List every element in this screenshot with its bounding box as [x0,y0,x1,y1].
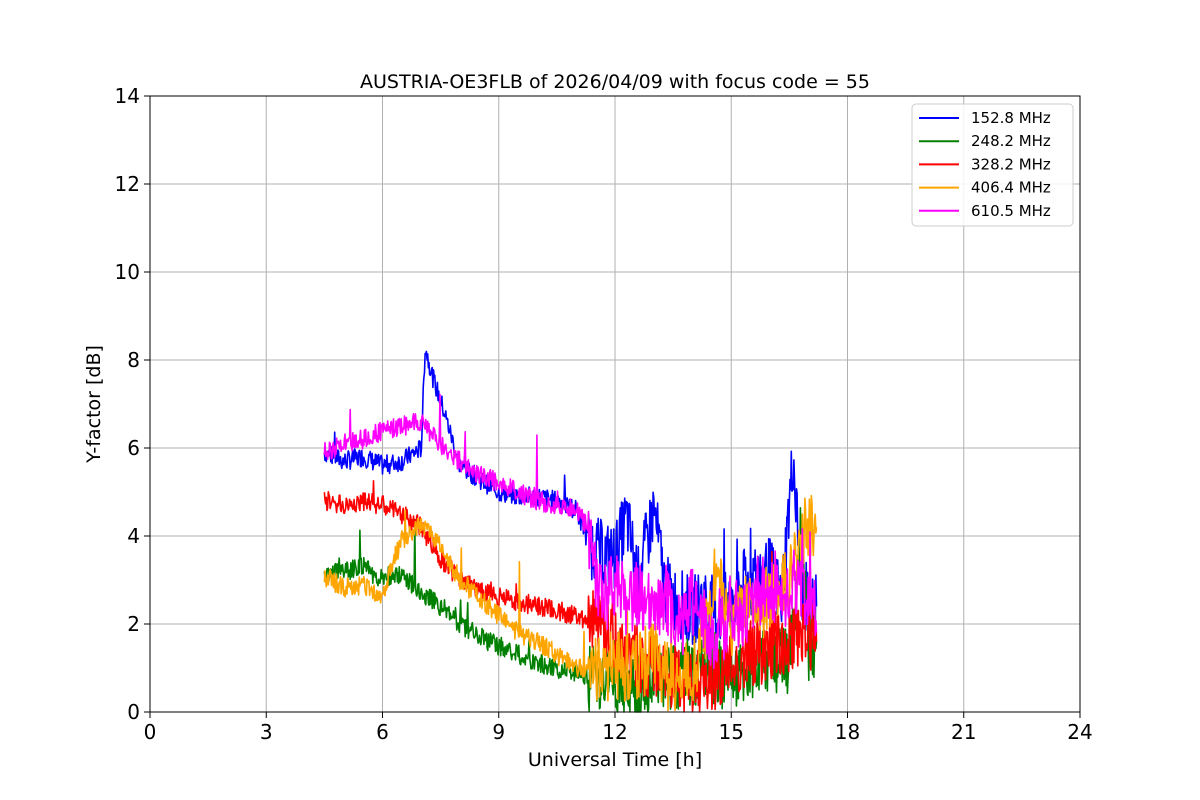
x-tick-label: 9 [492,720,505,744]
x-tick-label: 12 [602,720,627,744]
series-layer [323,350,818,713]
y-axis-label: Y-factor [dB] [83,345,105,464]
legend-entry-label: 328.2 MHz [971,155,1051,173]
x-tick-label: 21 [951,720,976,744]
x-tick-label: 6 [376,720,389,744]
y-tick-label: 2 [127,612,140,636]
series-line-2 [323,479,818,713]
x-tick-label: 0 [144,720,157,744]
legend-entry-label: 152.8 MHz [971,109,1051,127]
x-tick-label: 24 [1067,720,1092,744]
y-tick-label: 8 [127,348,140,372]
y-tick-label: 0 [127,700,140,724]
y-tick-label: 4 [127,524,140,548]
x-tick-label: 18 [835,720,860,744]
chart-title: AUSTRIA-OE3FLB of 2026/04/09 with focus … [360,71,870,93]
legend-entry-label: 406.4 MHz [971,179,1051,197]
y-tick-label: 12 [115,172,140,196]
legend: 152.8 MHz 248.2 MHz 328.2 MHz 406.4 MHz 610.… [911,103,1074,227]
y-tick-label: 10 [115,260,140,284]
series-line-1 [323,506,818,713]
y-tick-label: 14 [115,84,140,108]
x-axis-label: Universal Time [h] [528,749,702,771]
legend-entry-label: 248.2 MHz [971,132,1051,150]
legend-box [911,103,1074,227]
y-tick-label: 6 [127,436,140,460]
legend-entry-label: 610.5 MHz [971,202,1051,220]
x-tick-label: 3 [260,720,273,744]
x-tick-label: 15 [719,720,744,744]
series-line-4 [323,393,818,670]
